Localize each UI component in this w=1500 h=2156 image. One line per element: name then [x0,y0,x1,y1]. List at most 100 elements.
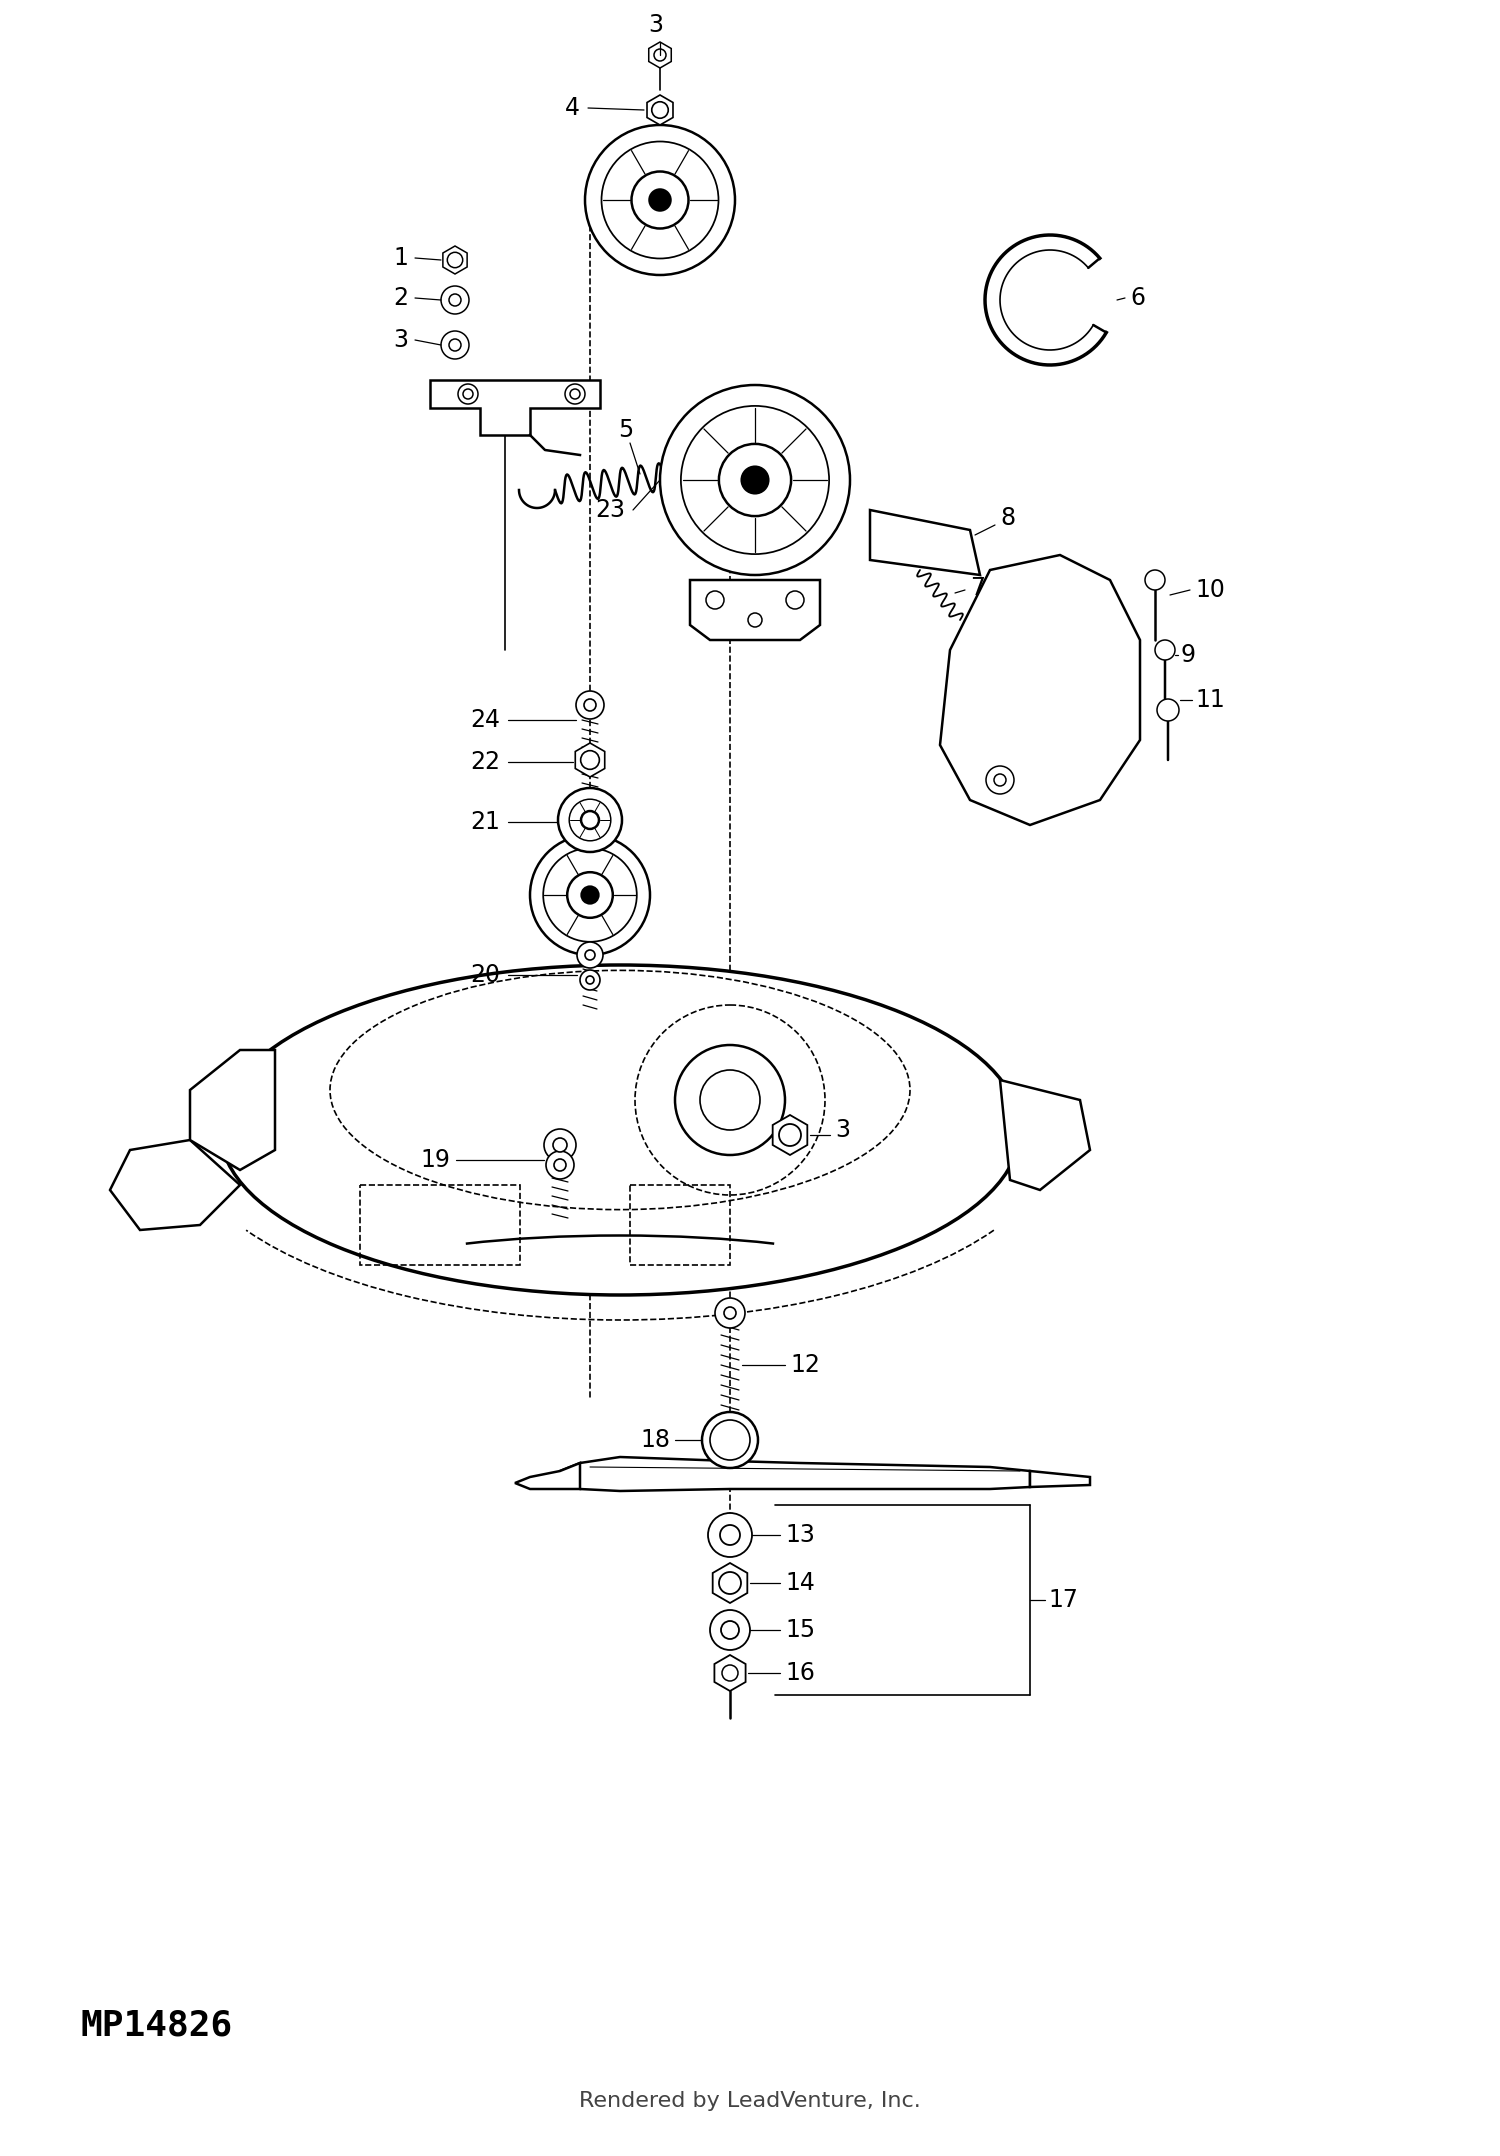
Text: 🔥: 🔥 [524,1052,556,1104]
Text: MP14826: MP14826 [80,2009,232,2044]
Text: 13: 13 [784,1522,814,1548]
Text: 21: 21 [470,811,500,834]
Circle shape [554,1160,566,1171]
Circle shape [554,1138,567,1151]
Polygon shape [1030,1470,1090,1488]
Text: 11: 11 [1196,688,1224,711]
Circle shape [458,384,478,403]
Circle shape [778,1123,801,1147]
Text: 18: 18 [640,1427,670,1451]
Circle shape [570,388,580,399]
Circle shape [580,750,600,770]
Circle shape [706,591,724,608]
Polygon shape [940,554,1140,826]
Polygon shape [772,1115,807,1156]
Circle shape [447,252,462,267]
Circle shape [558,787,622,852]
Text: 23: 23 [596,498,626,522]
Circle shape [585,951,596,959]
Circle shape [654,50,666,60]
Circle shape [578,942,603,968]
Circle shape [786,591,804,608]
Circle shape [566,384,585,403]
Circle shape [720,1524,740,1546]
Circle shape [568,800,610,841]
Circle shape [543,847,638,942]
Circle shape [1155,640,1174,660]
Circle shape [702,1412,758,1468]
Circle shape [716,1298,746,1328]
Polygon shape [560,1457,1030,1492]
Text: 9: 9 [1180,642,1196,666]
Polygon shape [690,580,820,640]
Circle shape [441,287,470,315]
Circle shape [710,1611,750,1649]
Text: 10: 10 [1196,578,1225,602]
Circle shape [700,1069,760,1130]
Circle shape [660,386,850,576]
Circle shape [584,699,596,711]
Circle shape [650,190,670,211]
Text: LEADVENTURE: LEADVENTURE [489,1095,921,1147]
Polygon shape [430,379,600,436]
Polygon shape [648,41,672,69]
Polygon shape [1000,1080,1090,1190]
Text: 8: 8 [1000,507,1016,530]
Polygon shape [646,95,674,125]
Polygon shape [870,511,980,576]
Text: 12: 12 [790,1354,820,1378]
Circle shape [748,612,762,627]
Text: 7: 7 [970,576,986,599]
Circle shape [986,765,1014,793]
Polygon shape [514,1464,580,1490]
Circle shape [722,1621,740,1639]
Text: 16: 16 [784,1660,814,1686]
Circle shape [994,774,1006,787]
Circle shape [586,977,594,983]
Ellipse shape [220,966,1020,1296]
Circle shape [544,1130,576,1160]
Circle shape [722,1664,738,1682]
Text: 3: 3 [836,1119,850,1143]
Polygon shape [712,1563,747,1604]
Circle shape [1144,569,1166,591]
Circle shape [708,1514,752,1557]
Circle shape [602,142,718,259]
Circle shape [741,466,768,494]
Text: 19: 19 [420,1147,450,1173]
Circle shape [718,1572,741,1593]
Polygon shape [190,1050,274,1171]
Circle shape [546,1151,574,1179]
Circle shape [632,172,688,229]
Circle shape [441,332,470,360]
Text: 22: 22 [470,750,500,774]
Text: 2: 2 [393,287,408,310]
Circle shape [651,101,669,119]
Circle shape [582,886,598,903]
Circle shape [567,873,614,918]
Polygon shape [442,246,466,274]
Text: 1: 1 [393,246,408,270]
Circle shape [530,834,650,955]
Text: 5: 5 [618,418,633,442]
Circle shape [717,1427,742,1453]
Text: 4: 4 [566,97,580,121]
Circle shape [681,405,830,554]
Circle shape [580,970,600,990]
Circle shape [1156,699,1179,720]
Circle shape [675,1046,784,1156]
Polygon shape [714,1656,746,1690]
Circle shape [580,811,598,828]
Circle shape [724,1307,736,1319]
Circle shape [576,692,604,718]
Text: 20: 20 [470,964,500,987]
Circle shape [448,293,460,306]
Circle shape [448,338,460,351]
Polygon shape [110,1141,240,1231]
Text: 3: 3 [648,13,663,37]
Circle shape [464,388,472,399]
Text: Rendered by LeadVenture, Inc.: Rendered by LeadVenture, Inc. [579,2091,921,2111]
Circle shape [710,1421,750,1460]
Polygon shape [576,744,604,776]
Circle shape [718,444,790,515]
